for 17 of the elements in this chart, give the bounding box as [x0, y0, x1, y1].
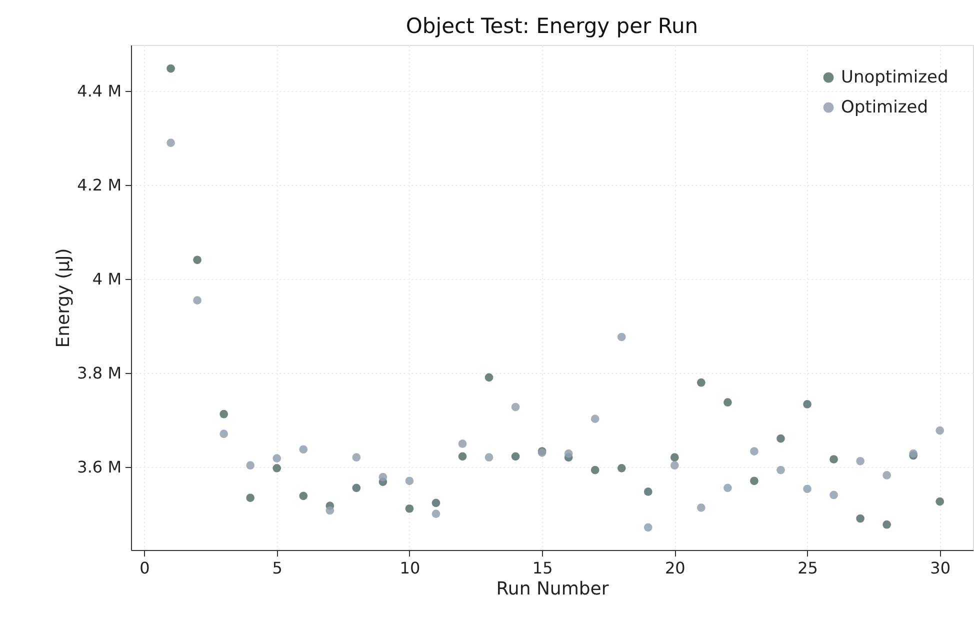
chart-title: Object Test: Energy per Run: [406, 14, 698, 38]
x-tick-label: 20: [664, 558, 686, 578]
y-tick-label: 4.2 M: [77, 176, 122, 195]
x-tick-label: 10: [400, 558, 420, 578]
y-tick-label: 3.8 M: [77, 364, 122, 383]
legend-label: Unoptimized: [841, 68, 948, 88]
x-tick-label: 30: [930, 558, 951, 578]
y-axis-title: Energy (µJ): [53, 248, 74, 348]
x-axis-title: Run Number: [496, 578, 610, 600]
x-tick-label: 0: [140, 558, 150, 578]
x-tick-label: 5: [272, 558, 282, 578]
x-tick-label: 25: [798, 558, 818, 578]
y-tick-label: 4.4 M: [77, 82, 122, 101]
y-tick-label: 4 M: [92, 270, 122, 289]
y-tick-label: 3.6 M: [77, 458, 122, 477]
x-tick-label: 15: [532, 558, 553, 578]
legend-label: Optimized: [841, 98, 928, 118]
